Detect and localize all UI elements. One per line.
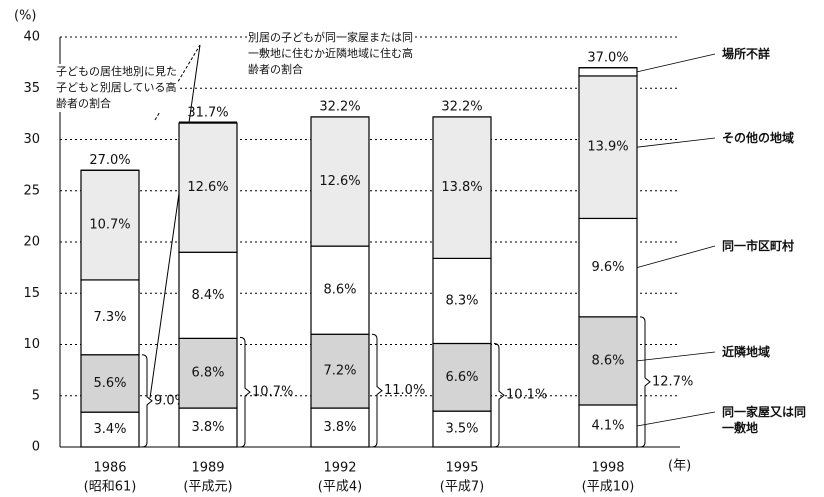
near-total-label: 11.0% (384, 383, 425, 398)
x-tick-label: 1989 (191, 461, 224, 476)
legend-label: 同一家屋又は同一敷地 (722, 405, 807, 435)
y-tick-label: 5 (32, 388, 40, 403)
y-tick-label: 10 (23, 337, 40, 352)
value-label: 7.2% (323, 364, 356, 379)
x-tick-label: (平成10) (582, 480, 635, 495)
legend-leader (636, 351, 716, 362)
legend-leader (636, 245, 716, 269)
total-label: 32.2% (441, 99, 482, 114)
near-total-label: 10.1% (506, 388, 547, 403)
bar-segment (80, 411, 140, 448)
value-label: 7.3% (93, 310, 126, 325)
value-label: 12.6% (319, 174, 360, 189)
y-tick-label: 25 (23, 183, 40, 198)
value-label: 12.6% (187, 180, 228, 195)
value-label: 3.4% (93, 422, 126, 437)
total-label: 32.2% (319, 99, 360, 114)
brace (371, 333, 383, 448)
bar-segment (578, 404, 638, 448)
y-tick-label: 0 (32, 440, 40, 455)
x-tick-label: (平成7) (440, 480, 484, 495)
bar-segment (178, 337, 238, 409)
y-tick-label: 30 (23, 132, 40, 147)
annotation: 別居の子どもが同一家屋または同一敷地に住むか近隣地域に住む高齢者の割合 (248, 30, 414, 78)
value-label: 6.8% (191, 366, 224, 381)
near-total-label: 10.7% (252, 385, 293, 400)
leader (154, 44, 201, 121)
value-label: 3.8% (323, 420, 356, 435)
brace (639, 316, 651, 448)
bar-segment (432, 257, 492, 345)
brace (239, 336, 251, 448)
value-label: 8.6% (591, 353, 624, 368)
bar-segment (178, 251, 238, 339)
bar-segment (578, 316, 638, 406)
x-tick-label: (平成4) (318, 480, 362, 495)
legend-leader (636, 53, 716, 73)
x-tick-label: (昭和61) (84, 480, 137, 495)
value-label: 9.6% (591, 260, 624, 275)
x-axis-label: (年) (668, 459, 691, 474)
legend-label: 同一市区町村 (722, 239, 795, 253)
annotation: 子どもの居住地別に見た子どもと別居している高齢者の割合 (56, 64, 178, 112)
x-tick-label: 1992 (323, 461, 356, 476)
legend-label: 場所不詳 (722, 47, 771, 61)
y-axis-label: (%) (14, 9, 37, 24)
y-tick-label: 15 (23, 286, 40, 301)
value-label: 5.6% (93, 376, 126, 391)
bar-segment (310, 245, 370, 335)
x-tick-label: (平成元) (183, 480, 232, 495)
bar-segment (432, 116, 492, 259)
bar-segment (432, 342, 492, 412)
near-total-label: 12.7% (652, 374, 693, 389)
bar-segment (178, 407, 238, 448)
legend-label: 近隣地域 (722, 345, 771, 359)
x-tick-label: 1998 (591, 461, 624, 476)
value-label: 8.3% (445, 293, 478, 308)
y-tick-label: 35 (23, 81, 40, 96)
y-tick-label: 40 (23, 30, 40, 45)
total-label: 31.7% (187, 106, 228, 121)
legend-leader (636, 411, 716, 427)
x-tick-label: 1986 (93, 461, 126, 476)
total-label: 27.0% (89, 153, 130, 168)
bar-segment (80, 279, 140, 356)
value-label: 13.8% (441, 180, 482, 195)
value-label: 10.7% (89, 218, 130, 233)
value-label: 6.6% (445, 370, 478, 385)
brace (493, 342, 505, 448)
value-label: 8.6% (323, 283, 356, 298)
value-label: 3.8% (191, 420, 224, 435)
x-tick-label: 1995 (445, 461, 478, 476)
total-label: 37.0% (587, 50, 628, 65)
value-label: 13.9% (587, 140, 628, 155)
brace (141, 354, 153, 448)
value-label: 4.1% (591, 418, 624, 433)
bar-segment (310, 116, 370, 247)
value-label: 3.5% (445, 422, 478, 437)
bar-segment (310, 333, 370, 409)
leader (149, 44, 201, 399)
bar-segment (178, 122, 238, 253)
bar-segment (578, 67, 638, 77)
legend-leader (636, 137, 716, 148)
y-tick-label: 20 (23, 235, 40, 250)
value-label: 8.4% (191, 288, 224, 303)
bar-segment (432, 410, 492, 448)
legend-label: その他の地域 (722, 131, 795, 145)
bar-segment (80, 169, 140, 281)
bar-segment (80, 354, 140, 413)
bar-segment (578, 75, 638, 220)
